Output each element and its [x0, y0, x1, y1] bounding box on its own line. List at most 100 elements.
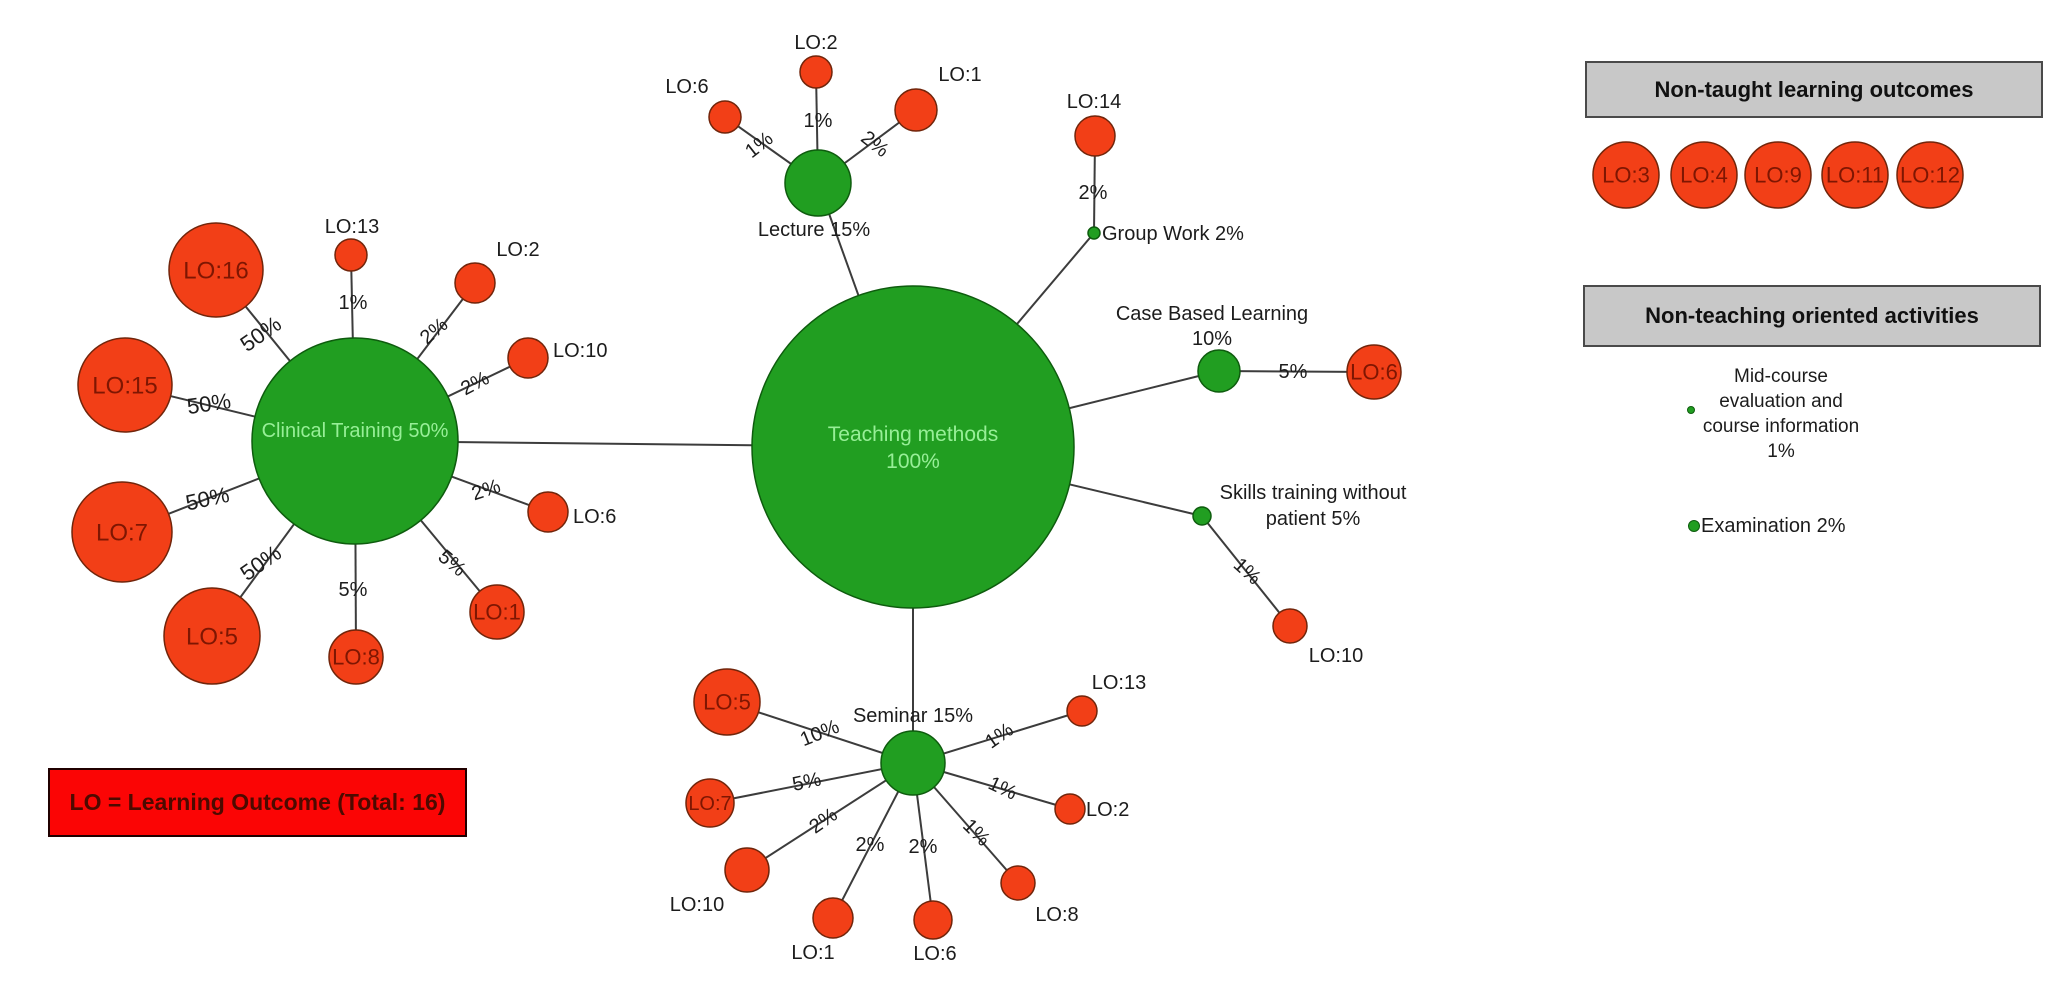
edge-label-seminar-sem-lo1: 2% [856, 834, 885, 856]
node-label-group-work: Group Work 2% [1102, 223, 1244, 245]
non-taught-outcomes-header: Non-taught learning outcomes [1585, 61, 2043, 118]
node-label-lecture: Lecture 15% [758, 219, 871, 241]
node-ct-lo13 [334, 238, 368, 272]
edge-label-clinical-training-ct-lo6: 2% [469, 475, 503, 505]
node-gw-lo14 [1074, 115, 1116, 157]
node-clinical-training [251, 337, 459, 545]
midcourse-line-1: Mid-course [1734, 366, 1828, 387]
edge-label-case-based-learning-cbl-lo6: 5% [1279, 361, 1308, 383]
node-ct-lo1 [469, 584, 525, 640]
node-label-ct-lo16: LO:16 [183, 257, 248, 284]
node-ct-lo2 [454, 262, 496, 304]
node-group-work [1087, 226, 1101, 240]
node-label-nt-lo3: LO:3 [1602, 163, 1650, 188]
node-sem-lo8 [1000, 865, 1036, 901]
node-teaching-methods [751, 285, 1075, 609]
lo-legend-box: LO = Learning Outcome (Total: 16) [48, 768, 467, 837]
node-label-sem-lo10: LO:10 [670, 894, 724, 916]
node-label-ct-lo10: LO:10 [553, 340, 607, 362]
node-label-case-based-learning: Case Based Learning [1116, 303, 1308, 325]
node-nt-lo3 [1592, 141, 1660, 209]
node-label-lec-lo2: LO:2 [794, 32, 837, 54]
edge-label-seminar-sem-lo6: 2% [909, 836, 938, 858]
node-label-case-based-learning: 10% [1192, 328, 1232, 350]
edge-skills-training-st-lo10 [1201, 515, 1291, 627]
edge-seminar-sem-lo7 [709, 762, 914, 804]
edge-label-skills-training-st-lo10: 1% [1229, 554, 1265, 590]
node-label-cbl-lo6: LO:6 [1350, 360, 1398, 385]
node-lec-lo2 [799, 55, 833, 89]
node-label-teaching-methods: Teaching methods [828, 423, 998, 446]
edge-label-seminar-sem-lo13: 1% [981, 719, 1017, 754]
node-seminar [880, 730, 946, 796]
node-label-ct-lo2: LO:2 [496, 239, 539, 261]
node-label-skills-training: patient 5% [1266, 508, 1361, 530]
node-label-gw-lo14: LO:14 [1067, 91, 1121, 113]
examination-label: Examination 2% [1701, 515, 1846, 537]
node-label-ct-lo15: LO:15 [92, 372, 157, 399]
node-label-st-lo10: LO:10 [1309, 645, 1363, 667]
node-nt-lo9 [1744, 141, 1812, 209]
node-label-lec-lo1: LO:1 [938, 64, 981, 86]
node-label-lec-lo6: LO:6 [665, 76, 708, 98]
node-ct-lo16 [168, 222, 264, 318]
node-sem-lo1 [812, 897, 854, 939]
node-sem-lo13 [1066, 695, 1098, 727]
edge-label-seminar-sem-lo10: 2% [805, 804, 841, 839]
node-sem-lo7 [685, 778, 735, 828]
examination-bullet-dot-icon [1688, 520, 1700, 532]
node-sem-lo6 [913, 900, 953, 940]
edge-label-clinical-training-ct-lo15: 50% [185, 388, 232, 419]
edge-label-clinical-training-ct-lo13: 1% [339, 292, 368, 314]
node-label-nt-lo12: LO:12 [1900, 163, 1960, 188]
edge-label-seminar-sem-lo5: 10% [797, 716, 843, 751]
node-ct-lo5 [163, 587, 261, 685]
node-label-sem-lo7: LO:7 [688, 793, 731, 815]
non-teaching-activities-header: Non-teaching oriented activities [1583, 285, 2041, 347]
midcourse-line-3: course information [1702, 416, 1860, 437]
node-label-sem-lo13: LO:13 [1092, 672, 1146, 694]
node-label-nt-lo4: LO:4 [1680, 163, 1728, 188]
edge-label-clinical-training-ct-lo8: 5% [339, 579, 368, 601]
node-lecture [784, 149, 852, 217]
node-nt-lo11 [1821, 141, 1889, 209]
node-label-ct-lo8: LO:8 [332, 645, 380, 670]
node-label-ct-lo7: LO:7 [96, 519, 148, 546]
node-label-sem-lo6: LO:6 [913, 943, 956, 965]
node-label-ct-lo1: LO:1 [473, 600, 521, 625]
midcourse-line-2: evaluation and [1719, 391, 1843, 412]
node-lec-lo6 [708, 100, 742, 134]
edge-label-clinical-training-ct-lo7: 50% [183, 482, 231, 516]
node-label-nt-lo11: LO:11 [1826, 163, 1884, 188]
node-label-sem-lo2: LO:2 [1086, 799, 1129, 821]
midcourse-bullet-dot-icon [1687, 406, 1695, 414]
node-sem-lo10 [724, 847, 770, 893]
node-ct-lo8 [328, 629, 384, 685]
node-ct-lo6 [527, 491, 569, 533]
node-case-based-learning [1197, 349, 1241, 393]
node-label-seminar: Seminar 15% [853, 705, 973, 727]
node-label-clinical-training: Clinical Training 50% [262, 420, 449, 442]
node-label-nt-lo9: LO:9 [1754, 163, 1802, 188]
node-label-sem-lo5: LO:5 [703, 690, 751, 715]
edge-label-seminar-sem-lo2: 1% [985, 772, 1021, 804]
node-lec-lo1 [894, 88, 938, 132]
node-sem-lo2 [1054, 793, 1086, 825]
node-nt-lo4 [1670, 141, 1738, 209]
node-skills-training [1192, 506, 1212, 526]
edge-label-lecture-lec-lo2: 1% [804, 110, 833, 132]
node-st-lo10 [1272, 608, 1308, 644]
edge-label-clinical-training-ct-lo16: 50% [235, 311, 285, 357]
node-ct-lo15 [77, 337, 173, 433]
node-sem-lo5 [693, 668, 761, 736]
edge-seminar-sem-lo10 [746, 762, 914, 871]
node-label-teaching-methods: 100% [886, 450, 940, 473]
node-label-sem-lo1: LO:1 [791, 942, 834, 964]
node-label-ct-lo6: LO:6 [573, 506, 616, 528]
edge-label-clinical-training-ct-lo1: 5% [434, 546, 470, 582]
edge-label-seminar-sem-lo7: 5% [790, 768, 823, 796]
node-label-skills-training: Skills training without [1220, 482, 1407, 504]
node-label-sem-lo8: LO:8 [1035, 904, 1078, 926]
